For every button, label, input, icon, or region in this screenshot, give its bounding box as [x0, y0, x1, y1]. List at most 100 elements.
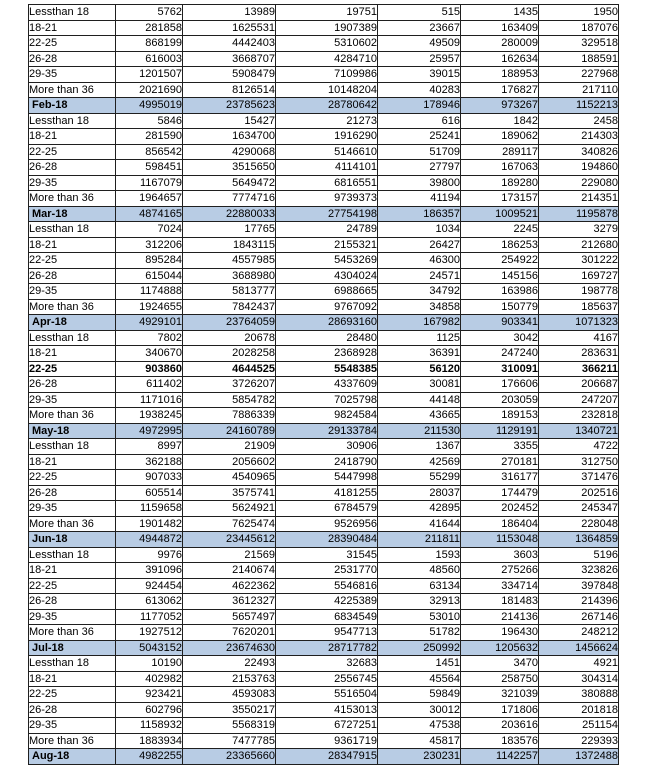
value-cell: 7802 — [115, 329, 183, 346]
value-cell: 4181255 — [275, 484, 378, 501]
value-cell: 3726207 — [182, 376, 276, 393]
value-cell: 25241 — [377, 128, 461, 145]
value-cell: 1964657 — [115, 190, 183, 207]
value-cell: 29133784 — [275, 422, 378, 439]
value-cell: 5846 — [115, 112, 183, 129]
value-cell: 47538 — [377, 717, 461, 734]
age-group-row: 22-25 923421 4593083 5516504 59849 321039 3808… — [28, 686, 619, 703]
value-cell: 21909 — [182, 438, 276, 455]
value-cell: 186357 — [377, 205, 461, 222]
age-group-row: 18-21 402982 2153763 2556745 45564 258750 3043… — [28, 670, 619, 687]
value-cell: 202452 — [460, 500, 539, 517]
value-cell: 3612327 — [182, 593, 276, 610]
value-cell: 340670 — [115, 345, 183, 362]
value-cell: 36391 — [377, 345, 461, 362]
value-cell: 281858 — [115, 19, 183, 36]
value-cell: 3668707 — [182, 50, 276, 67]
age-group-row: 29-35 1174888 5813777 6988665 34792 163986 198… — [28, 283, 619, 300]
value-cell: 214396 — [538, 593, 619, 610]
age-group-row: 26-28 611402 3726207 4337609 30081 176606 2066… — [28, 376, 619, 393]
age-group-row: 29-35 1171016 5854782 7025798 44148 203059 247… — [28, 391, 619, 408]
value-cell: 1195878 — [538, 205, 619, 222]
age-group-row: Lessthan 18 9976 21569 31545 1593 3603 5196 — [28, 546, 619, 563]
value-cell: 39800 — [377, 174, 461, 191]
value-cell: 187076 — [538, 19, 619, 36]
value-cell: 247207 — [538, 391, 619, 408]
value-cell: 32683 — [275, 655, 378, 672]
value-cell: 1843115 — [182, 236, 276, 253]
value-cell: 189062 — [460, 128, 539, 145]
value-cell: 3279 — [538, 221, 619, 238]
age-group-row: 18-21 340670 2028258 2368928 36391 247240 2836… — [28, 345, 619, 362]
value-cell: 27797 — [377, 159, 461, 176]
value-cell: 2531770 — [275, 562, 378, 579]
value-cell: 329518 — [538, 35, 619, 52]
value-cell: 25957 — [377, 50, 461, 67]
value-cell: 43665 — [377, 407, 461, 424]
value-cell: 9547713 — [275, 624, 378, 641]
value-cell: 402982 — [115, 670, 183, 687]
row-label-cell: 18-21 — [28, 128, 116, 145]
value-cell: 4995019 — [115, 97, 183, 114]
value-cell: 22493 — [182, 655, 276, 672]
value-cell: 611402 — [115, 376, 183, 393]
value-cell: 4114101 — [275, 159, 378, 176]
value-cell: 366211 — [538, 360, 619, 377]
value-cell: 23365660 — [182, 748, 276, 765]
value-cell: 8126514 — [182, 81, 276, 98]
value-cell: 1174888 — [115, 283, 183, 300]
age-group-row: 29-35 1167079 5649472 6816551 39800 189280 229… — [28, 174, 619, 191]
age-group-row: 18-21 281858 1625531 1907389 23667 163409 1870… — [28, 19, 619, 36]
value-cell: 907033 — [115, 469, 183, 486]
value-cell: 3355 — [460, 438, 539, 455]
row-label-cell: 29-35 — [28, 66, 116, 83]
row-label-cell: Apr-18 — [28, 314, 116, 331]
value-cell: 1372488 — [538, 748, 619, 765]
month-summary-row: Jul-18 5043152 23674630 28717782 250992 12056… — [28, 639, 619, 656]
value-cell: 7620201 — [182, 624, 276, 641]
value-cell: 42569 — [377, 453, 461, 470]
value-cell: 196430 — [460, 624, 539, 641]
value-cell: 162634 — [460, 50, 539, 67]
row-label-cell: Lessthan 18 — [28, 221, 116, 238]
value-cell: 23764059 — [182, 314, 276, 331]
row-label-cell: More than 36 — [28, 81, 116, 98]
value-cell: 4540965 — [182, 469, 276, 486]
value-cell: 4644525 — [182, 360, 276, 377]
row-label-cell: 18-21 — [28, 345, 116, 362]
value-cell: 5624921 — [182, 500, 276, 517]
value-cell: 5649472 — [182, 174, 276, 191]
value-cell: 3515650 — [182, 159, 276, 176]
value-cell: 163986 — [460, 283, 539, 300]
value-cell: 1842 — [460, 112, 539, 129]
value-cell: 7842437 — [182, 298, 276, 315]
value-cell: 20678 — [182, 329, 276, 346]
value-cell: 185637 — [538, 298, 619, 315]
value-cell: 194860 — [538, 159, 619, 176]
value-cell: 1129191 — [460, 422, 539, 439]
value-cell: 27754198 — [275, 205, 378, 222]
value-cell: 13989 — [182, 4, 276, 21]
value-cell: 217110 — [538, 81, 619, 98]
age-group-monthly-table: Lessthan 18 5762 13989 19751 515 1435 1950 18-2… — [28, 4, 619, 765]
value-cell: 214303 — [538, 128, 619, 145]
value-cell: 30081 — [377, 376, 461, 393]
value-cell: 301222 — [538, 252, 619, 269]
row-label-cell: 26-28 — [28, 50, 116, 67]
value-cell: 203616 — [460, 717, 539, 734]
age-group-row: Lessthan 18 8997 21909 30906 1367 3355 4722 — [28, 438, 619, 455]
age-group-row: Lessthan 18 10190 22493 32683 1451 3470 4921 — [28, 655, 619, 672]
value-cell: 4921 — [538, 655, 619, 672]
value-cell: 4722 — [538, 438, 619, 455]
value-cell: 3042 — [460, 329, 539, 346]
row-label-cell: 29-35 — [28, 391, 116, 408]
age-group-row: 22-25 907033 4540965 5447998 55299 316177 3714… — [28, 469, 619, 486]
value-cell: 201818 — [538, 701, 619, 718]
value-cell: 30906 — [275, 438, 378, 455]
value-cell: 30012 — [377, 701, 461, 718]
value-cell: 24571 — [377, 267, 461, 284]
value-cell: 334714 — [460, 577, 539, 594]
value-cell: 4290068 — [182, 143, 276, 160]
value-cell: 248212 — [538, 624, 619, 641]
age-group-row: 29-35 1177052 5657497 6834549 53010 214136 267… — [28, 608, 619, 625]
